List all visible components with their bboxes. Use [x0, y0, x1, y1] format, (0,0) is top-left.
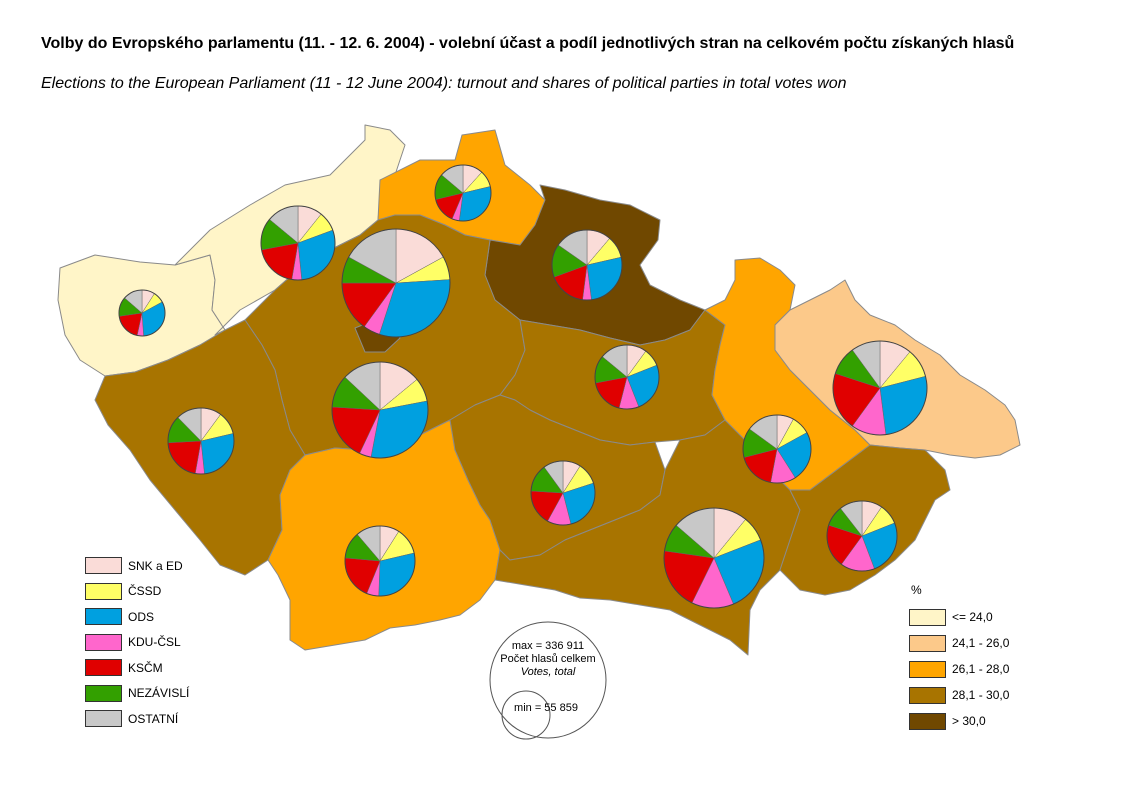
turnout-swatch [909, 634, 946, 652]
pie-charts-layer [118, 164, 928, 609]
pie-outline [742, 414, 812, 484]
legend-swatch [85, 633, 122, 651]
pie-outline [344, 525, 416, 597]
pie-outline [331, 361, 429, 459]
legend-swatch [85, 659, 122, 677]
legend-item: NEZÁVISLÍ [85, 681, 189, 707]
size-legend-min: min = 55 859 [514, 702, 578, 714]
turnout-label: 26,1 - 28,0 [952, 662, 1010, 676]
legend-label: KSČM [128, 660, 163, 675]
legend-swatch [85, 608, 122, 626]
pie-chart [344, 525, 416, 597]
legend-label: ODS [128, 609, 155, 624]
pie-outline [118, 289, 166, 337]
legend-item: OSTATNÍ [85, 706, 189, 732]
legend-swatch [85, 684, 122, 702]
pie-chart [826, 500, 898, 572]
pie-chart [118, 289, 166, 337]
pie-chart [260, 205, 336, 281]
pie-chart [551, 229, 623, 301]
pie-chart [663, 507, 765, 609]
size-legend-caption-cz: Počet hlasů celkem [500, 653, 596, 665]
pie-outline [594, 344, 660, 410]
legend-label: ČSSD [128, 584, 162, 599]
party-legend: SNK a ED ČSSD ODS KDU-ČSL KSČM NEZÁVISLÍ… [85, 553, 189, 732]
turnout-legend-item: > 30,0 [909, 708, 1009, 734]
map-subtitle: Elections to the European Parliament (11… [41, 75, 847, 92]
pie-outline [832, 340, 928, 436]
turnout-legend-item: 24,1 - 26,0 [909, 630, 1009, 656]
legend-item: SNK a ED [85, 553, 189, 579]
legend-label: SNK a ED [128, 558, 183, 573]
turnout-label: > 30,0 [952, 714, 986, 728]
turnout-legend-item: 28,1 - 30,0 [909, 682, 1009, 708]
pie-outline [434, 164, 492, 222]
pie-outline [167, 407, 235, 475]
turnout-swatch [909, 660, 946, 678]
size-legend: max = 336 911 Počet hlasů celkem Votes, … [488, 620, 608, 740]
turnout-unit-label: % [911, 583, 922, 597]
pie-chart [341, 228, 451, 338]
pie-chart [167, 407, 235, 475]
legend-item: ČSSD [85, 579, 189, 605]
turnout-label: 28,1 - 30,0 [952, 688, 1010, 702]
pie-chart [331, 361, 429, 459]
turnout-legend-item: 26,1 - 28,0 [909, 656, 1009, 682]
turnout-legend: <= 24,0 24,1 - 26,0 26,1 - 28,0 28,1 - 3… [909, 582, 1009, 734]
pie-chart [594, 344, 660, 410]
pie-chart [530, 460, 596, 526]
pie-outline [826, 500, 898, 572]
pie-chart [742, 414, 812, 484]
pie-chart [434, 164, 492, 222]
pie-outline [551, 229, 623, 301]
map-title: Volby do Evropského parlamentu (11. - 12… [41, 35, 1015, 52]
turnout-swatch [909, 608, 946, 626]
turnout-label: <= 24,0 [952, 610, 993, 624]
pie-outline [341, 228, 451, 338]
turnout-swatch [909, 686, 946, 704]
pie-outline [260, 205, 336, 281]
legend-swatch [85, 710, 122, 728]
turnout-label: 24,1 - 26,0 [952, 636, 1010, 650]
turnout-swatch [909, 712, 946, 730]
pie-chart [832, 340, 928, 436]
legend-item: ODS [85, 604, 189, 630]
size-legend-max: max = 336 911 [511, 640, 585, 652]
legend-swatch [85, 582, 122, 600]
pie-outline [530, 460, 596, 526]
size-legend-caption-en: Votes, total [520, 666, 576, 678]
turnout-legend-item: <= 24,0 [909, 604, 1009, 630]
legend-label: NEZÁVISLÍ [128, 686, 190, 701]
legend-swatch [85, 557, 122, 575]
pie-outline [663, 507, 765, 609]
legend-item: KSČM [85, 655, 189, 681]
legend-item: KDU-ČSL [85, 630, 189, 656]
legend-label: KDU-ČSL [128, 635, 181, 650]
size-legend-circles [489, 621, 607, 740]
legend-label: OSTATNÍ [128, 711, 179, 726]
